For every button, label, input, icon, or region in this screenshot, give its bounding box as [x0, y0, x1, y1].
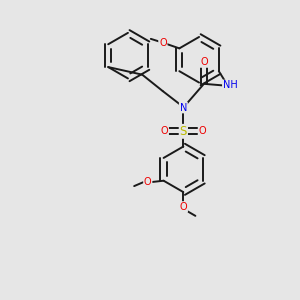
Text: S: S	[180, 125, 187, 138]
Text: O: O	[160, 126, 168, 136]
Text: N: N	[180, 103, 187, 112]
Text: O: O	[199, 126, 206, 136]
Text: O: O	[159, 38, 167, 48]
Text: O: O	[179, 202, 187, 212]
Text: O: O	[200, 57, 208, 67]
Text: O: O	[144, 177, 152, 187]
Text: NH: NH	[223, 80, 238, 90]
